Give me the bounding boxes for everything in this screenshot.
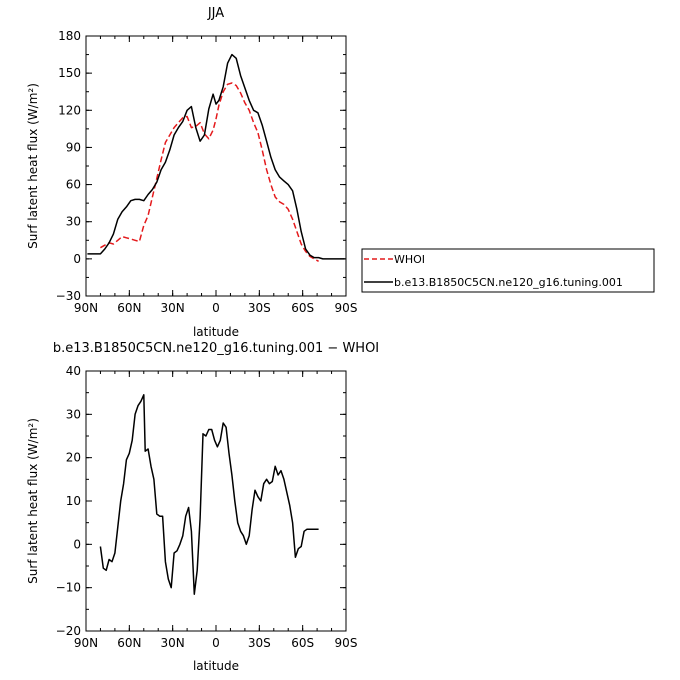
chart-bottom-plot: 90N 60N 30N 0 30S 60S 90S −20 −10 0 10 20 30 40	[56, 364, 358, 650]
chart-bottom-plot-frame	[85, 370, 347, 632]
legend-box	[361, 248, 655, 293]
chart-bottom-series-line-0	[99, 394, 319, 595]
legend: WHOI b.e13.B1850C5CN.ne120_g16.tuning.00…	[361, 248, 655, 293]
chart-top-title: JJA	[207, 6, 224, 21]
chart-top-x-tick-label: 30S	[248, 301, 271, 315]
chart-bottom-x-tick-label: 90N	[74, 636, 98, 650]
chart-top-series-line-0	[100, 82, 319, 262]
chart-top-x-tick-label: 60N	[117, 301, 141, 315]
chart-bottom-y-tick-label: 30	[66, 407, 81, 421]
chart-top-y-axis-title: Surf latent heat flux (W/m²)	[26, 83, 40, 249]
chart-top-x-tick-label: 0	[212, 301, 220, 315]
legend-label-model: b.e13.B1850C5CN.ne120_g16.tuning.001	[394, 276, 623, 289]
chart-top-plot-frame	[85, 35, 347, 297]
chart-bottom-y-tick-label: −20	[56, 624, 81, 638]
chart-bottom-y-tick-label: 0	[73, 537, 81, 551]
chart-bottom-y-tick-label: 10	[66, 494, 81, 508]
chart-bottom-y-tick-label: 20	[66, 451, 81, 465]
chart-bottom-title: b.e13.B1850C5CN.ne120_g16.tuning.001 − W…	[53, 341, 379, 356]
chart-top-x-tick-label: 90N	[74, 301, 98, 315]
chart-bottom-y-axis-title: Surf latent heat flux (W/m²)	[26, 418, 40, 584]
chart-bottom-x-tick-label: 60S	[291, 636, 314, 650]
legend-label-whoi: WHOI	[394, 253, 425, 266]
chart-bottom-x-tick-label: 90S	[335, 636, 358, 650]
chart-top-plot: 90N 60N 30N 0 30S 60S 90S −30 0 30 60 90 120 150 180	[56, 29, 358, 315]
chart-top-y-tick-label: 30	[66, 215, 81, 229]
chart-bottom: b.e13.B1850C5CN.ne120_g16.tuning.001 − W…	[26, 341, 379, 673]
chart-bottom-x-tick-label: 60N	[117, 636, 141, 650]
chart-bottom-x-tick-label: 0	[212, 636, 220, 650]
chart-top-y-tick-label: 90	[66, 140, 81, 154]
chart-top-y-tick-label: 180	[58, 29, 81, 43]
chart-bottom-y-tick-label: 40	[66, 364, 81, 378]
chart-top-x-tick-label: 90S	[335, 301, 358, 315]
chart-bottom-y-tick-label: −10	[56, 581, 81, 595]
chart-top-x-tick-label: 30N	[161, 301, 185, 315]
chart-top-y-tick-label: 60	[66, 178, 81, 192]
chart-bottom-x-axis-title: latitude	[193, 659, 239, 673]
chart-top: JJA 90N 60N 30N 0 30S 60S 90S −30 0 30 60 90 120 150 1…	[26, 6, 357, 339]
chart-top-y-tick-label: −30	[56, 289, 81, 303]
chart-bottom-x-tick-label: 30N	[161, 636, 185, 650]
chart-top-x-tick-label: 60S	[291, 301, 314, 315]
chart-top-series-line-1	[87, 53, 345, 260]
chart-top-y-tick-label: 120	[58, 103, 81, 117]
chart-top-x-axis-title: latitude	[193, 325, 239, 339]
chart-top-y-tick-label: 0	[73, 252, 81, 266]
chart-bottom-x-tick-label: 30S	[248, 636, 271, 650]
chart-top-y-tick-label: 150	[58, 66, 81, 80]
